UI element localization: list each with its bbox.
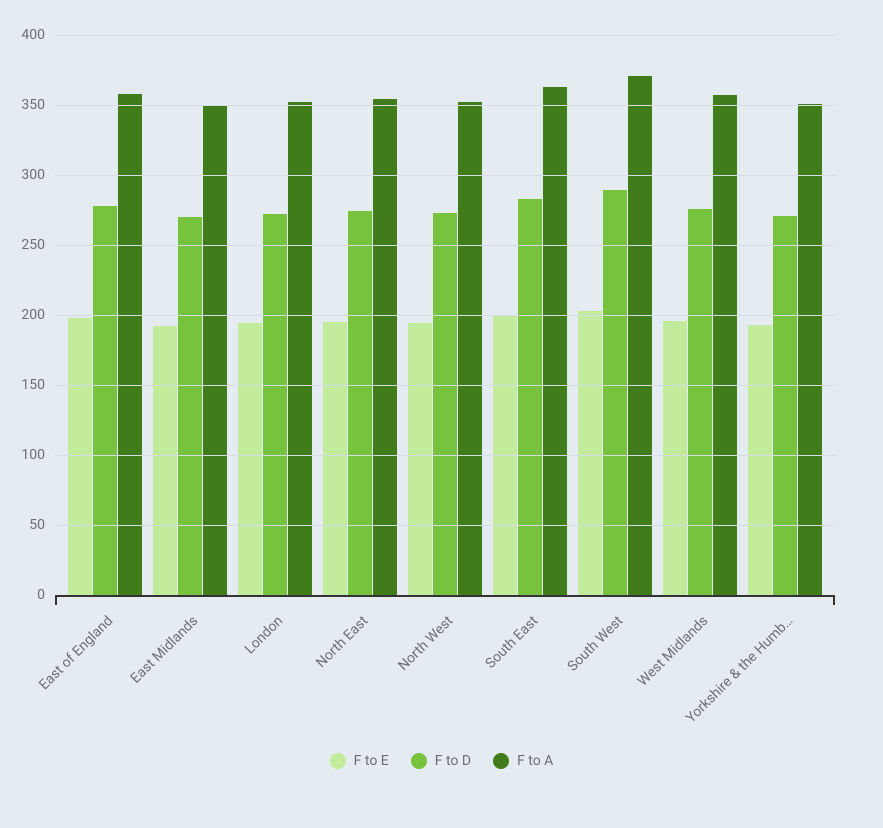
- bar: [408, 323, 432, 595]
- bar: [203, 106, 227, 595]
- legend-swatch: [330, 753, 346, 769]
- gridline: [55, 245, 835, 246]
- gridline: [55, 315, 835, 316]
- x-tick-label: West Midlands: [558, 613, 711, 766]
- bar: [688, 209, 712, 595]
- x-tick-label: North East: [219, 613, 372, 766]
- bar: [373, 99, 397, 595]
- y-tick-label: 300: [21, 167, 55, 183]
- bar: [628, 76, 652, 595]
- y-tick-label: 400: [21, 27, 55, 43]
- bar: [713, 95, 737, 595]
- x-axis-line: [55, 595, 835, 597]
- y-tick-label: 100: [21, 447, 55, 463]
- bar: [178, 217, 202, 595]
- legend-label: F to D: [435, 753, 471, 769]
- bar: [93, 206, 117, 595]
- legend: F to E F to D F to A: [0, 753, 883, 769]
- legend-item: F to E: [330, 753, 389, 769]
- gridline: [55, 525, 835, 526]
- bar: [748, 325, 772, 595]
- bar: [543, 87, 567, 595]
- bar: [773, 216, 797, 595]
- y-tick-label: 250: [21, 237, 55, 253]
- bar: [263, 214, 287, 595]
- y-tick-label: 150: [21, 377, 55, 393]
- bar: [603, 190, 627, 595]
- bar: [518, 199, 542, 595]
- bar: [458, 102, 482, 595]
- gridline: [55, 175, 835, 176]
- legend-swatch: [493, 753, 509, 769]
- chart-container: 050100150200250300350400East of EnglandE…: [0, 0, 883, 828]
- axis-end-tick: [55, 595, 57, 605]
- bar: [348, 211, 372, 595]
- bar: [433, 213, 457, 595]
- legend-label: F to E: [354, 753, 389, 769]
- plot-area: 050100150200250300350400East of EnglandE…: [55, 35, 835, 595]
- legend-label: F to A: [517, 753, 553, 769]
- axis-end-tick: [833, 595, 835, 605]
- bar: [238, 323, 262, 595]
- y-tick-label: 0: [37, 587, 55, 603]
- gridline: [55, 385, 835, 386]
- bar: [118, 94, 142, 595]
- gridline: [55, 105, 835, 106]
- y-tick-label: 200: [21, 307, 55, 323]
- bar: [663, 321, 687, 595]
- x-tick-label: London: [134, 613, 287, 766]
- legend-item: F to D: [411, 753, 471, 769]
- x-tick-label: South East: [388, 613, 541, 766]
- x-tick-label: North West: [304, 613, 457, 766]
- bar: [68, 318, 92, 595]
- bar: [153, 326, 177, 595]
- y-tick-label: 350: [21, 97, 55, 113]
- legend-swatch: [411, 753, 427, 769]
- y-tick-label: 50: [29, 517, 55, 533]
- gridline: [55, 35, 835, 36]
- x-tick-label: South West: [473, 613, 626, 766]
- bar: [798, 104, 822, 595]
- gridline: [55, 455, 835, 456]
- bar: [578, 311, 602, 595]
- x-tick-label: Yorkshire & the Humb…: [643, 613, 796, 766]
- bar: [323, 322, 347, 595]
- bar: [288, 102, 312, 595]
- legend-item: F to A: [493, 753, 553, 769]
- x-tick-label: East Midlands: [49, 613, 202, 766]
